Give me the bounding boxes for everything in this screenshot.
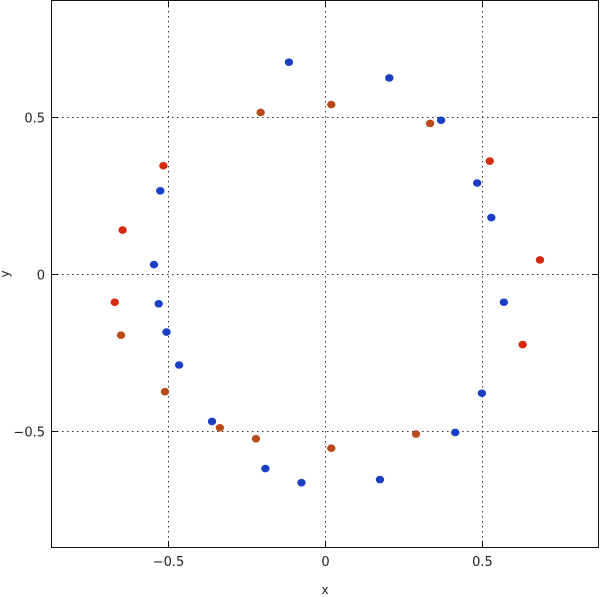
data-point [162, 328, 171, 336]
data-point [284, 58, 294, 66]
data-point [411, 430, 421, 438]
data-point [535, 256, 545, 264]
data-point [156, 187, 165, 195]
data-point [110, 298, 119, 307]
grid-lines [52, 1, 598, 547]
data-point [327, 444, 336, 452]
x-axis-label: x [321, 583, 328, 597]
plot-frame [51, 0, 599, 548]
axis-ticks: −0.5 0 0.5 −0.5 0 0.5 [13, 1, 598, 570]
y-axis-label: y [0, 270, 12, 277]
data-point [261, 464, 270, 473]
y-tick-label: −0.5 [13, 426, 45, 441]
data-points [110, 58, 545, 487]
data-point [251, 434, 261, 443]
data-point [159, 161, 168, 170]
data-point [256, 108, 265, 117]
data-point [518, 340, 527, 349]
y-tick-label: 0 [37, 269, 45, 284]
data-point [436, 116, 446, 125]
data-point [160, 387, 170, 396]
data-point [487, 213, 496, 222]
x-tick-label: −0.5 [153, 555, 185, 570]
data-point [116, 331, 126, 339]
data-point [425, 119, 435, 128]
data-point [149, 260, 159, 269]
data-point [375, 475, 385, 484]
data-point [385, 74, 394, 82]
y-tick-label: 0.5 [24, 112, 45, 127]
data-point [215, 423, 225, 432]
data-point [472, 179, 482, 187]
data-point [207, 417, 217, 426]
data-point [327, 100, 336, 109]
x-tick-label: 0 [321, 555, 329, 570]
data-point [118, 226, 127, 234]
x-tick-label: 0.5 [472, 555, 493, 570]
data-point [154, 300, 163, 308]
data-point [174, 361, 184, 369]
data-point [451, 428, 460, 437]
data-point [477, 389, 487, 398]
data-point [485, 157, 494, 165]
data-point [297, 478, 306, 487]
data-point [499, 298, 509, 307]
